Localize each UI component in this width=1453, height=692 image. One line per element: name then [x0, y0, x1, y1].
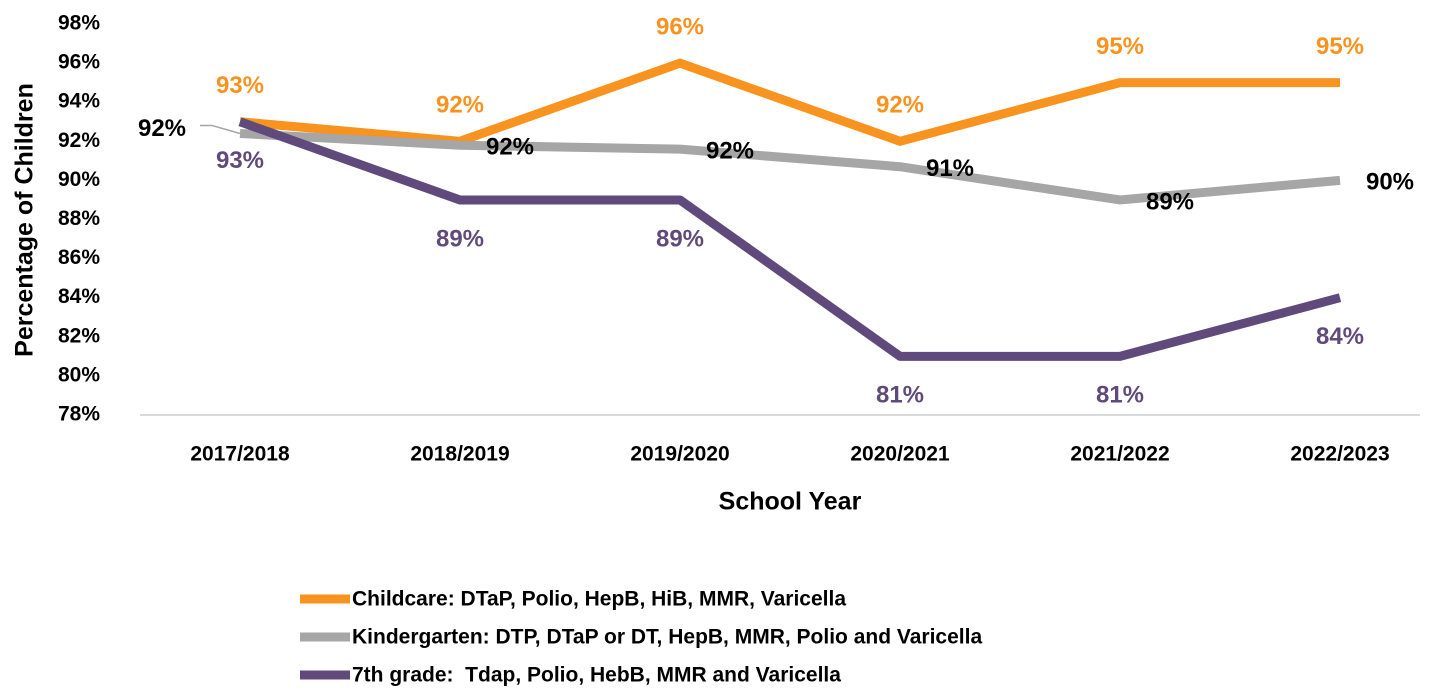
- data-label: 84%: [1316, 323, 1364, 350]
- legend-label: Kindergarten: DTP, DTaP or DT, HepB, MMR…: [352, 626, 982, 649]
- data-label: 93%: [216, 147, 264, 174]
- legend-label: Childcare: DTaP, Polio, HepB, HiB, MMR, …: [352, 588, 846, 611]
- y-tick-label: 98%: [58, 12, 100, 35]
- data-label: 96%: [656, 13, 704, 40]
- series-line: [239, 128, 1341, 205]
- y-tick-label: 92%: [58, 129, 100, 152]
- data-label: 90%: [1366, 169, 1414, 196]
- leader-line: [200, 124, 241, 135]
- data-label: 92%: [436, 92, 484, 119]
- y-tick-label: 96%: [58, 51, 100, 74]
- data-label: 92%: [876, 92, 924, 119]
- y-tick-label: 82%: [58, 324, 100, 347]
- data-label: 92%: [486, 134, 534, 161]
- x-tick-label: 2020/2021: [850, 443, 950, 466]
- x-tick-label: 2019/2020: [630, 443, 729, 466]
- x-axis-title: School Year: [719, 488, 862, 516]
- y-tick-label: 86%: [58, 246, 100, 269]
- data-label: 89%: [1146, 188, 1194, 215]
- data-label: 81%: [1096, 382, 1144, 409]
- data-label: 92%: [138, 115, 186, 142]
- y-axis-title: Percentage of Children: [11, 83, 39, 357]
- data-label: 95%: [1316, 33, 1364, 60]
- data-label: 95%: [1096, 33, 1144, 60]
- series-line: [238, 117, 1342, 361]
- y-tick-label: 84%: [58, 285, 100, 308]
- x-tick-label: 2017/2018: [190, 443, 290, 466]
- y-tick-label: 78%: [58, 403, 100, 426]
- data-label: 89%: [656, 225, 704, 252]
- data-label: 93%: [216, 72, 264, 99]
- data-label: 89%: [436, 225, 484, 252]
- data-label: 91%: [926, 155, 974, 182]
- x-tick-label: 2022/2023: [1290, 443, 1389, 466]
- x-tick-label: 2018/2019: [410, 443, 509, 466]
- y-tick-label: 94%: [58, 90, 100, 113]
- y-tick-label: 88%: [58, 207, 100, 230]
- y-tick-label: 80%: [58, 363, 100, 386]
- y-tick-label: 90%: [58, 168, 100, 191]
- data-label: 81%: [876, 382, 924, 409]
- data-label: 92%: [706, 137, 754, 164]
- x-tick-label: 2021/2022: [1070, 443, 1169, 466]
- series-line: [239, 58, 1340, 146]
- legend-label: 7th grade: Tdap, Polio, HebB, MMR and Va…: [352, 664, 841, 687]
